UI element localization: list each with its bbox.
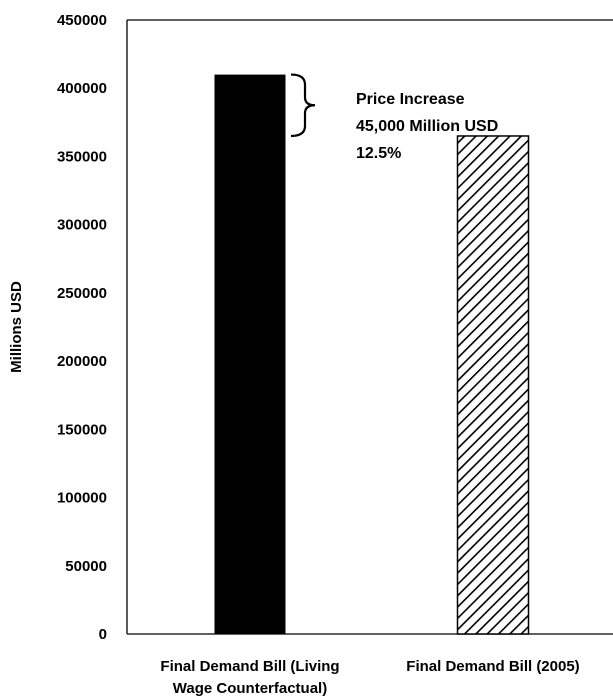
y-tick-label-50000: 50000 <box>65 558 107 575</box>
y-tick-label-100000: 100000 <box>57 490 107 507</box>
x-tick-label-1-line-1: Final Demand Bill (Living <box>160 658 339 675</box>
annotation-line-3: 12.5% <box>356 145 401 162</box>
y-tick-label-0: 0 <box>99 626 107 643</box>
annotation-line-1: Price Increase <box>356 91 465 108</box>
bar-1 <box>214 74 286 635</box>
x-tick-label-2-line-1: Final Demand Bill (2005) <box>406 658 579 675</box>
plot-area <box>126 19 613 635</box>
y-tick-label-200000: 200000 <box>57 353 107 370</box>
y-tick-label-250000: 250000 <box>57 285 107 302</box>
y-tick-label-300000: 300000 <box>57 217 107 234</box>
y-tick-label-450000: 450000 <box>57 12 107 29</box>
annotation-bracket <box>290 73 316 138</box>
annotation-line-2: 45,000 Million USD <box>356 118 498 135</box>
bars <box>214 74 530 635</box>
y-tick-label-400000: 400000 <box>57 80 107 97</box>
y-tick-label-350000: 350000 <box>57 148 107 165</box>
bar-2 <box>456 135 530 635</box>
y-tick-label-150000: 150000 <box>57 421 107 438</box>
price-increase-annotation: Price Increase 45,000 Million USD 12.5% <box>290 73 498 162</box>
x-tick-labels: Final Demand Bill (Living Wage Counterfac… <box>160 658 579 697</box>
x-tick-label-1-line-2: Wage Counterfactual) <box>173 680 327 697</box>
y-tick-labels: 0 50000 100000 150000 200000 250000 300000 3500… <box>57 12 107 643</box>
y-axis-label: Millions USD <box>8 281 25 373</box>
